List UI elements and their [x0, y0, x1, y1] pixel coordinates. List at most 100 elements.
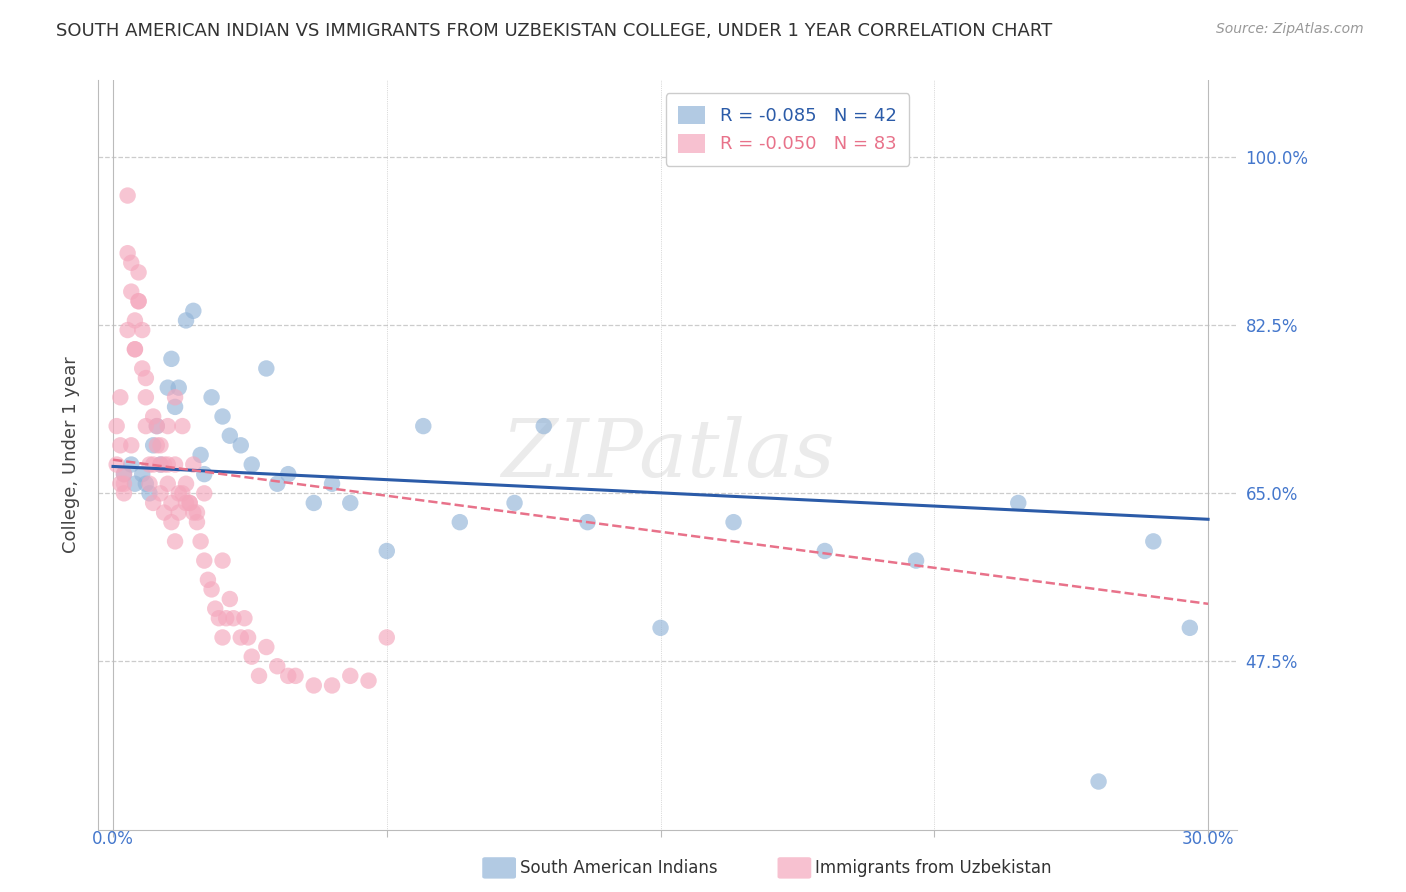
- Point: [149, 438, 172, 452]
- Point: [156, 381, 179, 395]
- Point: [222, 611, 245, 625]
- Text: 30.0%: 30.0%: [1182, 830, 1234, 847]
- Point: [190, 448, 212, 462]
- Point: [321, 678, 343, 692]
- Point: [135, 419, 157, 434]
- Point: [120, 458, 142, 472]
- Point: [302, 496, 325, 510]
- Point: [112, 467, 135, 482]
- Point: [160, 351, 183, 366]
- Point: [135, 371, 157, 385]
- Point: [120, 438, 142, 452]
- Point: [375, 631, 398, 645]
- Point: [120, 285, 142, 299]
- Point: [211, 631, 233, 645]
- Point: [117, 323, 139, 337]
- Point: [138, 476, 160, 491]
- Point: [172, 486, 194, 500]
- Point: [277, 669, 299, 683]
- Point: [211, 553, 233, 567]
- Point: [160, 515, 183, 529]
- Point: [149, 458, 172, 472]
- Text: Source: ZipAtlas.com: Source: ZipAtlas.com: [1216, 22, 1364, 37]
- Text: ZIPatlas: ZIPatlas: [501, 417, 835, 493]
- Legend: R = -0.085   N = 42, R = -0.050   N = 83: R = -0.085 N = 42, R = -0.050 N = 83: [665, 93, 910, 166]
- Point: [302, 678, 325, 692]
- Point: [110, 476, 132, 491]
- Point: [124, 343, 146, 357]
- Point: [240, 458, 263, 472]
- Point: [339, 496, 361, 510]
- Point: [174, 496, 197, 510]
- Point: [208, 611, 231, 625]
- Point: [204, 601, 226, 615]
- Point: [160, 496, 183, 510]
- Point: [112, 486, 135, 500]
- Point: [167, 506, 190, 520]
- Point: [229, 438, 252, 452]
- Point: [200, 390, 222, 404]
- Point: [128, 294, 150, 309]
- Point: [112, 467, 135, 482]
- Point: [153, 506, 176, 520]
- Point: [142, 409, 165, 424]
- Point: [146, 419, 169, 434]
- Point: [174, 476, 197, 491]
- Point: [110, 438, 132, 452]
- Point: [135, 390, 157, 404]
- Point: [131, 467, 153, 482]
- Point: [905, 553, 928, 567]
- Point: [156, 419, 179, 434]
- Point: [190, 534, 212, 549]
- Point: [124, 476, 146, 491]
- Point: [449, 515, 471, 529]
- Point: [266, 659, 288, 673]
- Point: [375, 544, 398, 558]
- Point: [193, 467, 215, 482]
- Point: [215, 611, 238, 625]
- Point: [266, 476, 288, 491]
- Point: [197, 573, 219, 587]
- Point: [156, 476, 179, 491]
- Point: [105, 458, 128, 472]
- Point: [179, 496, 201, 510]
- Point: [576, 515, 599, 529]
- Point: [357, 673, 380, 688]
- Point: [117, 246, 139, 260]
- Point: [142, 458, 165, 472]
- Text: SOUTH AMERICAN INDIAN VS IMMIGRANTS FROM UZBEKISTAN COLLEGE, UNDER 1 YEAR CORREL: SOUTH AMERICAN INDIAN VS IMMIGRANTS FROM…: [56, 22, 1053, 40]
- Point: [321, 476, 343, 491]
- Point: [339, 669, 361, 683]
- Point: [183, 303, 205, 318]
- Point: [146, 438, 169, 452]
- Point: [165, 458, 187, 472]
- Point: [146, 419, 169, 434]
- Point: [186, 506, 208, 520]
- Point: [138, 458, 160, 472]
- Point: [200, 582, 222, 597]
- Point: [105, 419, 128, 434]
- Point: [1178, 621, 1201, 635]
- Point: [211, 409, 233, 424]
- Point: [179, 496, 201, 510]
- Text: Immigrants from Uzbekistan: Immigrants from Uzbekistan: [815, 859, 1052, 877]
- Point: [1007, 496, 1029, 510]
- Y-axis label: College, Under 1 year: College, Under 1 year: [62, 357, 80, 553]
- Point: [167, 381, 190, 395]
- Point: [156, 458, 179, 472]
- Point: [240, 649, 263, 664]
- Point: [183, 506, 205, 520]
- Text: 0.0%: 0.0%: [91, 830, 134, 847]
- Point: [814, 544, 837, 558]
- Point: [165, 534, 187, 549]
- Point: [135, 476, 157, 491]
- Point: [533, 419, 555, 434]
- Point: [128, 294, 150, 309]
- Point: [1087, 774, 1109, 789]
- Point: [167, 486, 190, 500]
- Point: [174, 313, 197, 327]
- Point: [165, 390, 187, 404]
- Point: [233, 611, 256, 625]
- Point: [193, 553, 215, 567]
- Point: [186, 515, 208, 529]
